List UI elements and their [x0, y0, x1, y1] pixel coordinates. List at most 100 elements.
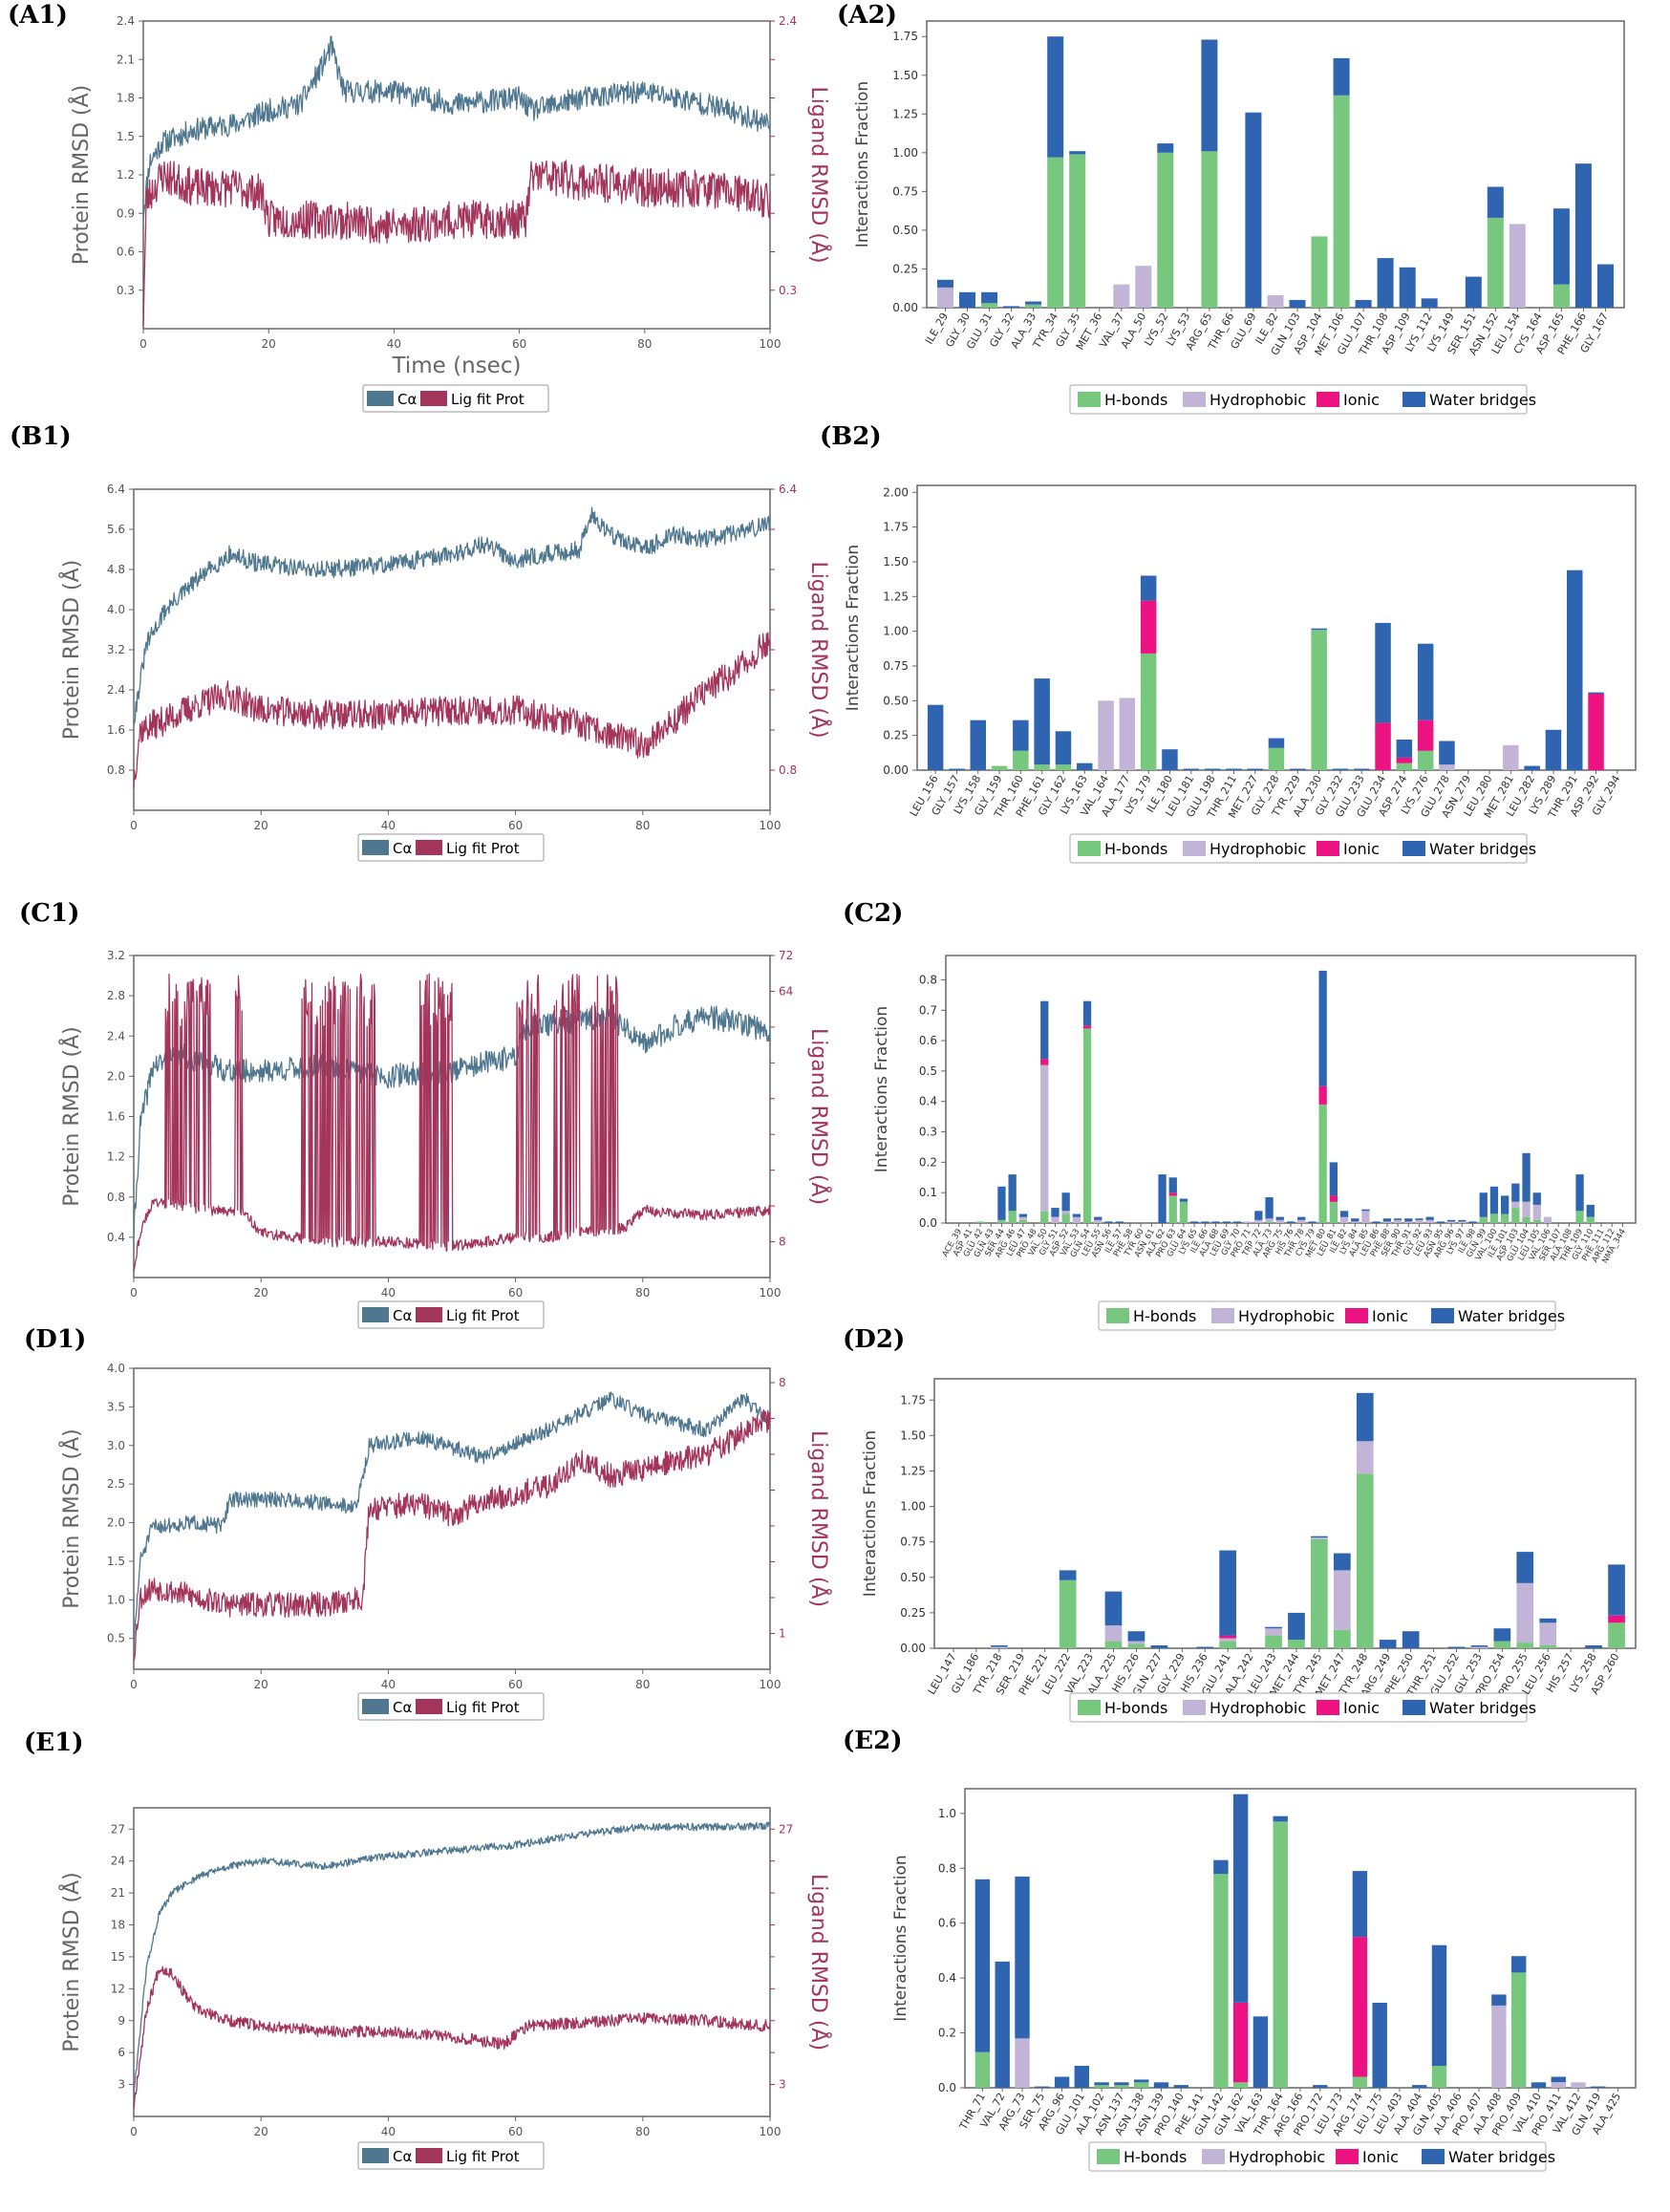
bar-h-bonds	[1516, 1643, 1534, 1648]
bar-hydrophobic	[1244, 1221, 1252, 1223]
y-tick-label: 1.00	[900, 1500, 926, 1514]
bar-water-bridges	[1351, 1218, 1360, 1222]
bar-water-bridges	[1361, 1209, 1370, 1212]
y-tick-label: 1.75	[892, 30, 918, 43]
bar-water-bridges	[1375, 622, 1391, 723]
legend-label-hydrophobic: Hydrophobic	[1210, 391, 1306, 409]
legend-swatch-hydrophobic	[1202, 2149, 1225, 2164]
y-tick-label: 0.6	[938, 1917, 956, 1930]
bar-water-bridges	[1150, 1645, 1168, 1648]
x-tick-label: 60	[512, 337, 526, 351]
bar-h-bonds	[1608, 1622, 1625, 1648]
bar-hydrophobic	[1061, 1211, 1070, 1214]
legend-label-lig: Lig fit Prot	[446, 1307, 520, 1324]
bar-hydrophobic	[1503, 744, 1519, 770]
bar-h-bonds	[1493, 1641, 1511, 1648]
series-line-ca	[133, 506, 771, 725]
legend-label-hydrophobic: Hydrophobic	[1229, 2148, 1325, 2166]
y-tick-label: 0.8	[107, 763, 125, 777]
bar-hydrophobic	[1539, 1622, 1557, 1645]
y-tick-label: 27	[111, 1822, 125, 1836]
bar-hydrophobic	[1361, 1211, 1370, 1223]
bar-h-bonds	[1140, 653, 1157, 770]
bar-water-bridges	[1470, 1645, 1488, 1647]
bar-hydrophobic	[1393, 1219, 1402, 1223]
y-tick-label: 0.50	[892, 224, 918, 237]
legend-label-water-bridges: Water bridges	[1458, 1307, 1565, 1325]
bar-water-bridges	[1393, 1218, 1402, 1220]
bar-water-bridges	[1222, 1221, 1231, 1223]
bar-h-bonds	[974, 2051, 991, 2088]
y-tick-label: 0.8	[107, 1191, 125, 1204]
y-tick-label: 0.0	[919, 1216, 937, 1230]
legend-label-hydrophobic: Hydrophobic	[1210, 840, 1306, 858]
bar-h-bonds	[1552, 284, 1570, 308]
legend-label-ionic: Ionic	[1372, 1307, 1408, 1325]
bar-ionic	[1140, 600, 1157, 654]
bar-water-bridges	[1586, 1204, 1595, 1217]
x-tick-label: 60	[508, 2125, 523, 2138]
series-line-lig-fit-prot	[133, 973, 771, 1272]
bar-water-bridges	[1465, 276, 1482, 308]
bar-water-bridges	[1332, 768, 1349, 770]
bar-water-bridges	[1415, 1218, 1424, 1220]
y-tick-label: 0.3	[117, 284, 135, 297]
y2-tick-label: 0.8	[779, 763, 797, 777]
y-tick-label: 1.75	[883, 521, 909, 534]
bar-ionic	[1219, 1635, 1236, 1639]
bar-hydrophobic	[1018, 1216, 1027, 1220]
bar-hydrophobic	[1516, 1582, 1534, 1643]
y-axis-label: Interactions Fraction	[844, 545, 863, 711]
y-tick-label: 6	[118, 2046, 125, 2059]
rmsd-legend: Cα Lig fit Prot	[357, 1300, 545, 1329]
x-tick-label: 40	[381, 2125, 396, 2138]
x-tick-label: 80	[635, 2125, 650, 2138]
y-axis-label: Protein RMSD (Å)	[58, 1872, 84, 2052]
legend-swatch-h-bonds	[1078, 392, 1101, 407]
bar-h-bonds	[1008, 1211, 1017, 1223]
bar-water-bridges	[1402, 1631, 1420, 1648]
legend-swatch-ca	[362, 1307, 389, 1322]
bar-water-bridges	[1399, 267, 1416, 308]
y2-tick-label: 64	[779, 984, 793, 998]
bar-h-bonds	[1025, 304, 1042, 308]
y-tick-label: 1.5	[117, 130, 135, 143]
y-tick-label: 2.0	[107, 1069, 125, 1083]
y-tick-label: 3.2	[107, 949, 125, 962]
bar-water-bridges	[1003, 306, 1020, 308]
y-tick-label: 1.50	[883, 555, 909, 569]
bar-water-bridges	[1273, 1815, 1288, 1822]
y-tick-label: 2.5	[107, 1477, 125, 1491]
bar-h-bonds	[1034, 764, 1050, 770]
bar-water-bridges	[1077, 762, 1093, 770]
legend-label-ca: Cα	[393, 1699, 412, 1716]
y-tick-label: 1.25	[883, 590, 909, 603]
legend-swatch-water-bridges	[1402, 1700, 1425, 1715]
y2-axis-label: Ligand RMSD (Å)	[806, 1430, 832, 1607]
bar-hydrophobic	[1051, 1216, 1060, 1223]
x-tick-label: 40	[381, 819, 396, 832]
series-line-ca	[133, 1821, 771, 2097]
bar-hydrophobic	[1425, 1219, 1434, 1223]
bar-water-bridges	[1311, 628, 1327, 631]
bar-h-bonds	[1055, 764, 1072, 770]
bar-water-bridges	[1333, 57, 1350, 96]
bar-water-bridges	[1204, 768, 1221, 770]
panel-label: (C2)	[843, 899, 903, 928]
bar-water-bridges	[1094, 2082, 1109, 2086]
bar-ionic	[1352, 1937, 1368, 2077]
bar-h-bonds	[991, 765, 1008, 770]
bar-h-bonds	[1114, 2085, 1129, 2088]
legend-label-water-bridges: Water bridges	[1429, 391, 1536, 409]
y-tick-label: 1.6	[107, 1110, 125, 1124]
bar-water-bridges	[1412, 2085, 1427, 2088]
x-tick-label: 20	[254, 819, 268, 832]
y-tick-label: 3.0	[107, 1439, 125, 1452]
bar-water-bridges	[1245, 112, 1262, 308]
bar-h-bonds	[1586, 1216, 1595, 1223]
y-tick-label: 3	[118, 2078, 125, 2092]
bar-water-bridges	[1417, 643, 1434, 720]
bar-water-bridges	[1491, 1994, 1507, 2006]
bar-ionic	[1588, 694, 1604, 770]
y-tick-label: 2.00	[883, 485, 909, 499]
